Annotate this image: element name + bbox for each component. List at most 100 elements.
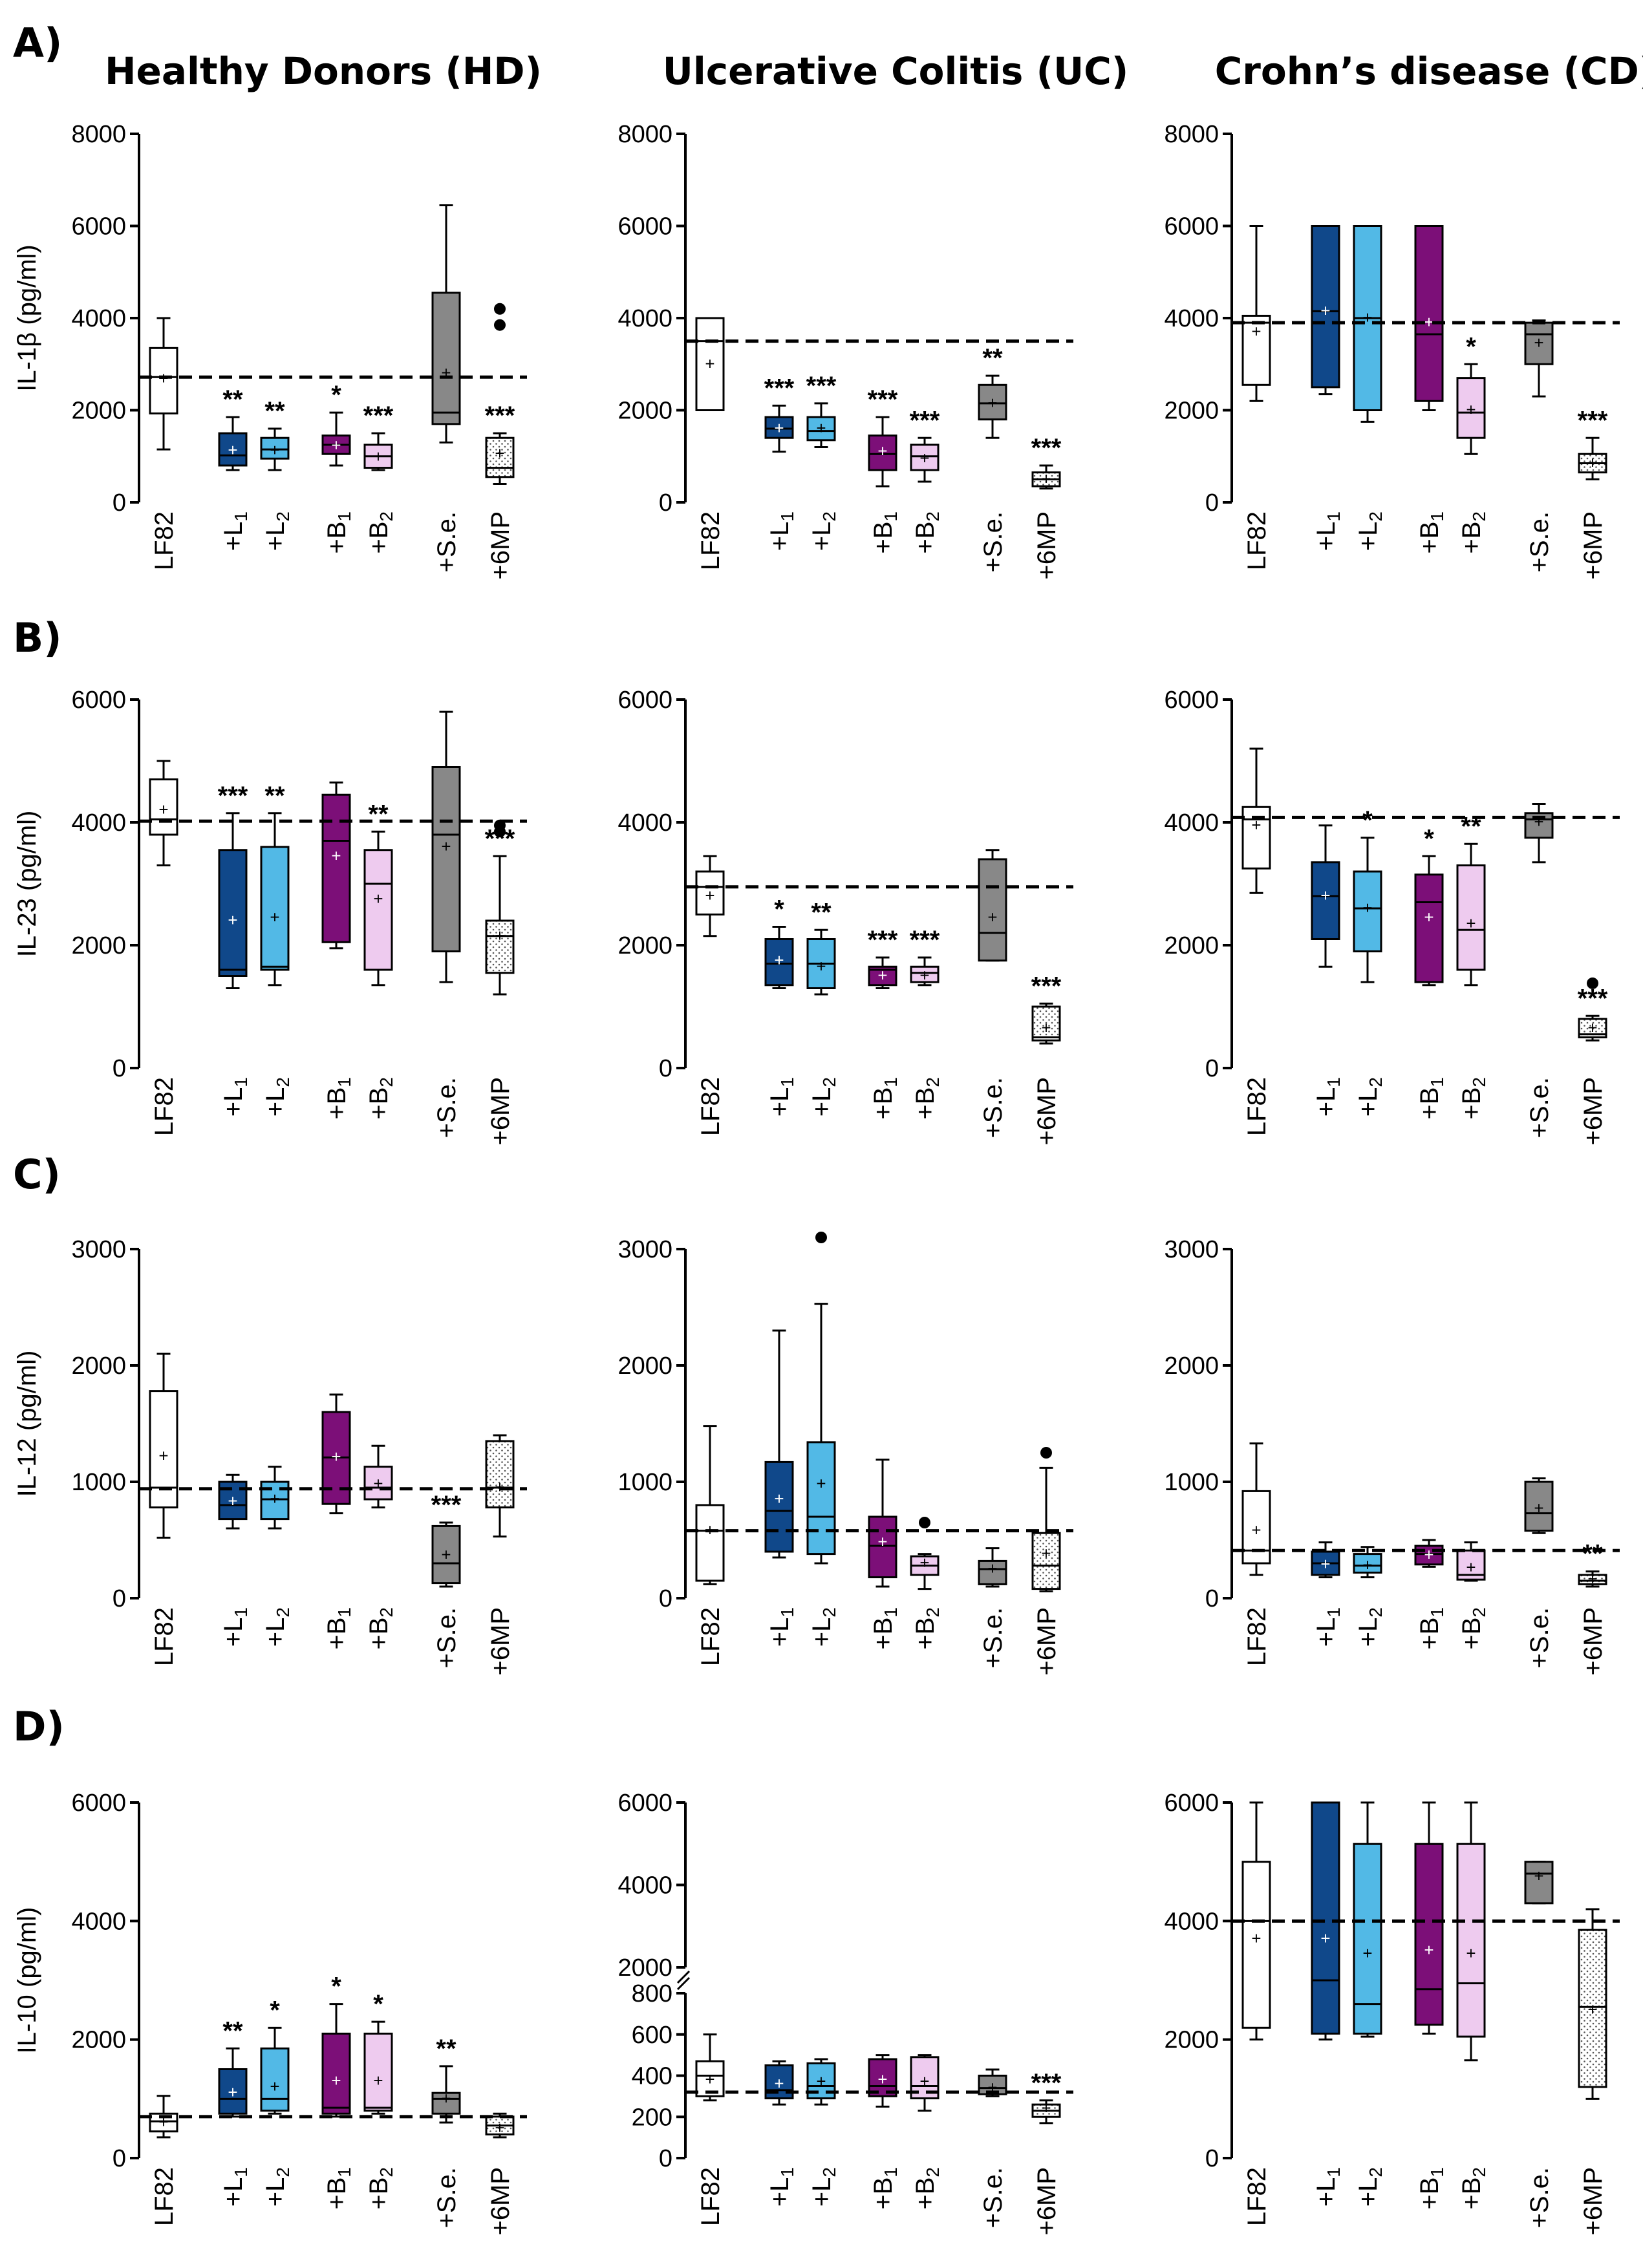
box xyxy=(1031,1532,1061,1590)
y-tick-label: 2000 xyxy=(71,1353,126,1380)
box-0: + xyxy=(695,1425,725,1585)
box xyxy=(1414,1843,1444,2026)
significance-label: *** xyxy=(1031,972,1062,1000)
x-tick-label: +6MP xyxy=(1579,1077,1607,1146)
x-tick-label: +6MP xyxy=(1033,511,1061,580)
x-tick-label: +B1 xyxy=(323,1077,354,1120)
box-6: + *** xyxy=(485,819,515,996)
y-tick-label: 0 xyxy=(113,1055,126,1082)
box-3: +* xyxy=(321,381,351,467)
mean-marker: + xyxy=(1041,1018,1051,1037)
y-tick-label: 2000 xyxy=(617,398,672,425)
mean-marker: + xyxy=(919,966,929,985)
y-tick-label: 0 xyxy=(1205,1585,1219,1612)
x-tick-label: +6MP xyxy=(1033,1607,1061,1676)
y-tick-label: 600 xyxy=(632,2022,672,2049)
significance-label: *** xyxy=(1578,984,1608,1012)
box-2: + ** xyxy=(260,782,290,987)
mean-marker: + xyxy=(441,363,451,383)
box-0: + xyxy=(695,855,725,937)
x-tick-label: LF82 xyxy=(1243,511,1271,570)
x-tick-label: +B1 xyxy=(323,511,354,554)
box xyxy=(1456,864,1486,971)
mean-marker: + xyxy=(1424,1545,1434,1564)
box-5: + xyxy=(1524,319,1554,398)
x-tick-label: +6MP xyxy=(1579,1607,1607,1676)
mean-marker: + xyxy=(158,1446,168,1465)
x-tick-label: +L2 xyxy=(1354,1077,1386,1117)
significance-label: *** xyxy=(868,926,898,954)
mean-marker: + xyxy=(1587,1018,1597,1037)
mean-marker: + xyxy=(1534,812,1543,831)
box xyxy=(363,2033,393,2112)
box xyxy=(695,2060,725,2097)
box xyxy=(1578,1574,1607,1585)
box-1: + xyxy=(1311,824,1340,968)
mean-marker: + xyxy=(1362,1943,1372,1963)
box xyxy=(431,766,461,952)
x-tick-label: +B2 xyxy=(911,1077,943,1120)
outlier-point xyxy=(1040,1447,1052,1459)
box-4: + *** xyxy=(910,406,940,483)
chart-panel-d-cd: 0 2000 4000 6000 + + + + + + + LF82 +L1 +L2 +B1 +B2 +S.e… xyxy=(1164,1790,1620,2236)
box-1: +* xyxy=(764,895,794,989)
box xyxy=(260,846,290,971)
box xyxy=(806,416,836,442)
box-4: +* xyxy=(363,1990,393,2115)
box xyxy=(1311,1801,1340,2035)
mean-marker: + xyxy=(705,886,714,905)
mean-marker: + xyxy=(1251,1521,1261,1540)
box-3: + xyxy=(1414,1801,1444,2035)
x-tick-label: +S.e. xyxy=(1525,1607,1554,1669)
box xyxy=(1241,1861,1271,2029)
box-5: + xyxy=(431,711,461,983)
mean-marker: + xyxy=(1320,886,1330,905)
mean-marker: + xyxy=(373,447,383,466)
x-tick-label: +L2 xyxy=(1354,1607,1386,1647)
mean-marker: + xyxy=(441,1545,451,1564)
x-tick-label: +B1 xyxy=(869,2167,901,2210)
box xyxy=(1524,812,1554,839)
axis-break-mark xyxy=(676,1970,691,1984)
mean-marker: + xyxy=(228,910,237,930)
mean-marker: + xyxy=(331,1447,341,1466)
mean-marker: + xyxy=(1362,898,1372,917)
box xyxy=(1414,873,1444,983)
box xyxy=(978,383,1007,421)
mean-marker: + xyxy=(1534,1867,1543,1886)
significance-label: ** xyxy=(436,2035,456,2063)
x-tick-label: LF82 xyxy=(150,511,178,570)
box xyxy=(695,870,725,915)
y-tick-label: 1000 xyxy=(617,1469,672,1496)
mean-marker: + xyxy=(1534,1498,1543,1517)
box-0: + xyxy=(1241,1442,1271,1576)
mean-marker: + xyxy=(1041,2099,1051,2118)
x-tick-label: +S.e. xyxy=(979,1607,1007,1669)
box-4: + *** xyxy=(910,926,940,987)
mean-marker: + xyxy=(987,393,997,412)
significance-label: ** xyxy=(811,898,832,926)
mean-marker: + xyxy=(331,2071,341,2090)
mean-marker: + xyxy=(495,1477,504,1497)
x-tick-label: LF82 xyxy=(150,1607,178,1666)
mean-marker: + xyxy=(441,2088,451,2108)
x-tick-label: +B1 xyxy=(323,1607,354,1650)
x-tick-label: +B2 xyxy=(365,2167,396,2210)
box-2: + xyxy=(1353,1546,1382,1579)
y-tick-label: 6000 xyxy=(71,687,126,714)
x-tick-label: +6MP xyxy=(1033,1077,1061,1146)
box xyxy=(218,849,248,977)
box xyxy=(910,965,940,983)
box-3: + xyxy=(321,1393,351,1515)
box-2: +* xyxy=(1353,806,1382,983)
mean-marker: + xyxy=(1466,400,1476,420)
box-1: + ** xyxy=(218,2017,248,2118)
column-title-cd: Crohn’s disease (CD) xyxy=(1215,49,1643,93)
y-tick-label: 6000 xyxy=(617,213,672,241)
box xyxy=(1524,1861,1554,1905)
box-2: + xyxy=(806,1232,836,1565)
box xyxy=(485,919,515,974)
mean-marker: + xyxy=(774,2073,784,2093)
